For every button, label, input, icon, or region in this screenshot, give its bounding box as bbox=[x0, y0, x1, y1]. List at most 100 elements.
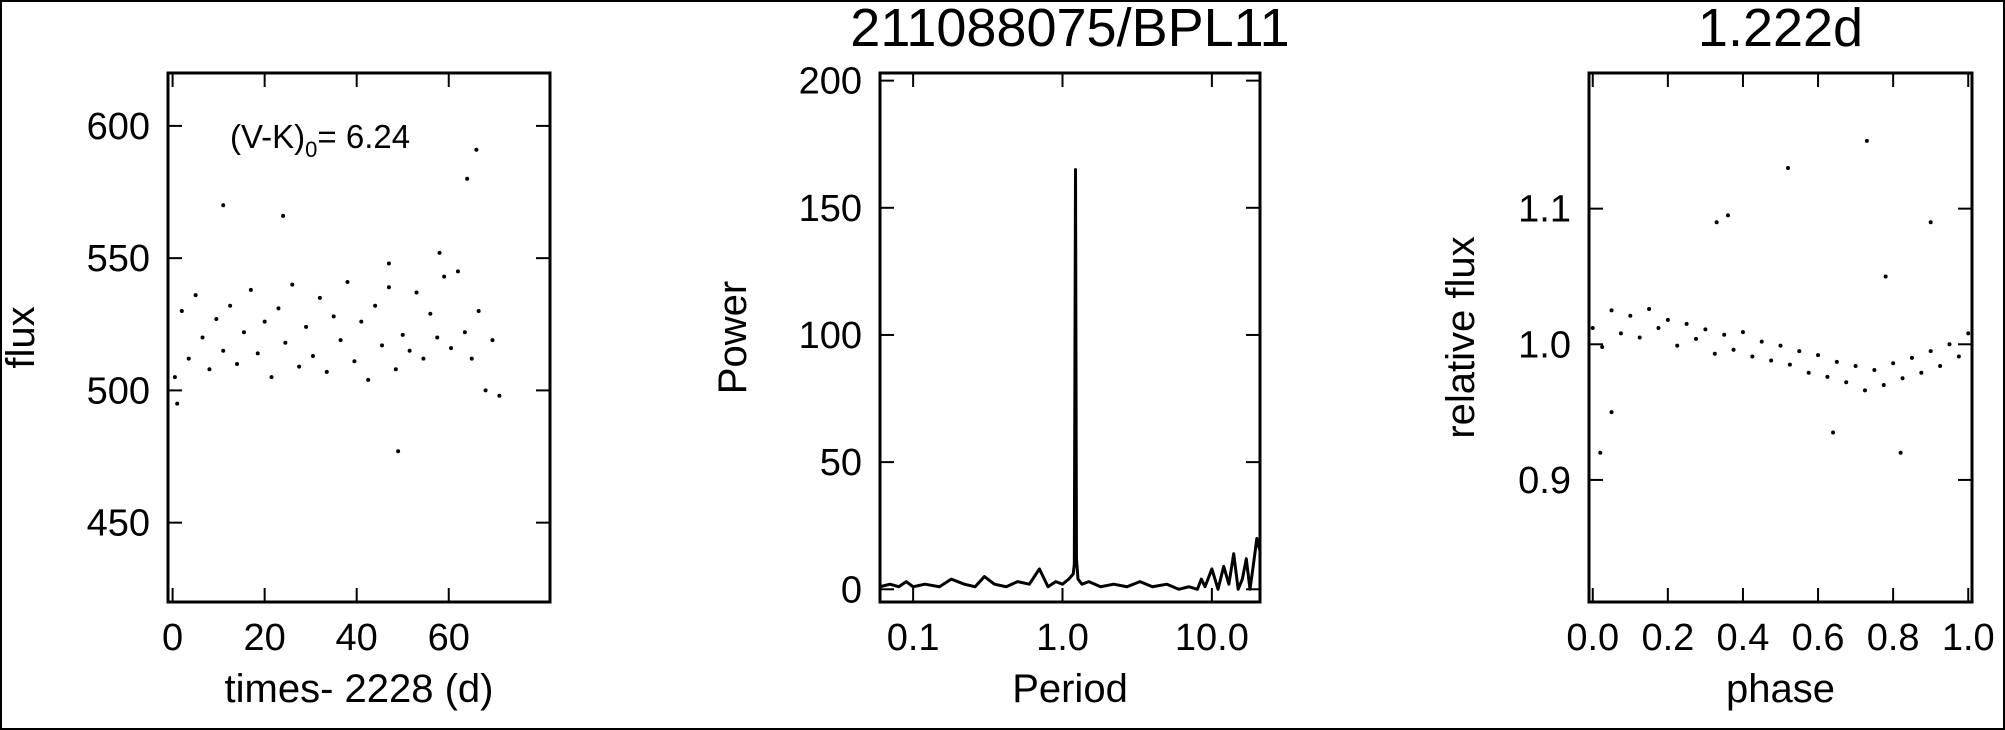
point bbox=[221, 348, 226, 353]
point bbox=[435, 335, 440, 340]
point bbox=[1618, 331, 1623, 336]
point bbox=[462, 330, 467, 335]
y-tick-label: 500 bbox=[87, 370, 150, 412]
point bbox=[297, 364, 302, 369]
point bbox=[193, 293, 198, 298]
point bbox=[1947, 342, 1952, 347]
panel-title: 1.222d bbox=[1698, 0, 1863, 58]
point bbox=[172, 375, 177, 380]
point bbox=[1637, 335, 1642, 340]
point bbox=[352, 359, 357, 364]
point bbox=[497, 393, 502, 398]
point bbox=[214, 316, 219, 321]
x-tick-label: 0.2 bbox=[1641, 617, 1694, 659]
plot-frame bbox=[1587, 71, 1974, 604]
point bbox=[1725, 213, 1730, 218]
point bbox=[380, 343, 385, 348]
point bbox=[1600, 344, 1605, 349]
point bbox=[200, 335, 205, 340]
point bbox=[1797, 349, 1802, 354]
point bbox=[221, 203, 226, 208]
panel: 0.0 0.2 0.4 0.6 0.8 1.0 0.9 1.0 1.1 1.222d phase re… bbox=[1439, 0, 1995, 711]
point bbox=[386, 261, 391, 266]
point bbox=[269, 375, 274, 380]
x-axis-title: Period bbox=[1012, 667, 1128, 711]
point bbox=[304, 324, 309, 329]
panel: 0 20 40 60 450 500 550 600 times- 2228 (d) flux (V… bbox=[0, 71, 552, 711]
point bbox=[1665, 317, 1670, 322]
annotation-value: = 6.24 bbox=[317, 118, 410, 155]
x-axis-title: phase bbox=[1726, 667, 1835, 711]
y-tick-label: 1.1 bbox=[1518, 189, 1571, 231]
point bbox=[1883, 274, 1888, 279]
point bbox=[1609, 308, 1614, 313]
point bbox=[255, 351, 260, 356]
point bbox=[1864, 138, 1869, 143]
y-tick-label: 450 bbox=[87, 503, 150, 545]
y-tick-label: 0 bbox=[841, 569, 862, 611]
point bbox=[476, 309, 481, 314]
point bbox=[1928, 349, 1933, 354]
point bbox=[1778, 343, 1783, 348]
x-axis-title: times- 2228 (d) bbox=[225, 667, 494, 711]
point bbox=[442, 274, 447, 279]
point bbox=[179, 309, 184, 314]
point bbox=[1862, 388, 1867, 393]
panel-title: 211088075/BPL11 bbox=[850, 0, 1289, 58]
point bbox=[1609, 410, 1614, 415]
point bbox=[393, 367, 398, 372]
y-tick-label: 100 bbox=[799, 315, 862, 357]
point bbox=[207, 367, 212, 372]
power-line bbox=[879, 168, 1262, 591]
y-tick-label: 1.0 bbox=[1518, 324, 1571, 366]
x-tick-label: 0.8 bbox=[1867, 617, 1920, 659]
point bbox=[1786, 165, 1791, 170]
point bbox=[1881, 382, 1886, 387]
point bbox=[407, 348, 412, 353]
point bbox=[490, 338, 495, 343]
point bbox=[1816, 353, 1821, 358]
annotation-subscript: 0 bbox=[305, 137, 317, 162]
plot-frame bbox=[166, 71, 552, 604]
point bbox=[1919, 370, 1924, 375]
point bbox=[400, 332, 405, 337]
point bbox=[1684, 321, 1689, 326]
y-axis-title: relative flux bbox=[1439, 236, 1483, 438]
x-tick-label: 20 bbox=[244, 617, 286, 659]
point bbox=[1956, 354, 1961, 359]
y-tick-label: 600 bbox=[87, 106, 150, 148]
point bbox=[1834, 359, 1839, 364]
point bbox=[331, 314, 336, 319]
point bbox=[1675, 343, 1680, 348]
x-tick-label: 60 bbox=[428, 617, 470, 659]
point bbox=[1872, 368, 1877, 373]
point bbox=[175, 401, 180, 406]
point bbox=[324, 369, 329, 374]
point bbox=[428, 311, 433, 316]
point bbox=[1590, 326, 1595, 331]
point bbox=[1740, 330, 1745, 335]
x-tick-label: 1.0 bbox=[1036, 617, 1089, 659]
point bbox=[317, 295, 322, 300]
point bbox=[310, 354, 315, 359]
point bbox=[1647, 307, 1652, 312]
point bbox=[1656, 326, 1661, 331]
point bbox=[1628, 313, 1633, 318]
point bbox=[1694, 336, 1699, 341]
x-tick-label: 0.1 bbox=[887, 617, 940, 659]
point bbox=[366, 377, 371, 382]
point bbox=[186, 356, 191, 361]
y-tick-label: 550 bbox=[87, 238, 150, 280]
x-tick-label: 10.0 bbox=[1175, 617, 1249, 659]
point bbox=[1712, 351, 1717, 356]
point bbox=[1787, 362, 1792, 367]
point bbox=[1966, 331, 1971, 336]
annotation-text: (V-K) bbox=[230, 118, 305, 155]
point bbox=[228, 303, 233, 308]
point bbox=[386, 285, 391, 290]
point bbox=[1909, 355, 1914, 360]
point bbox=[281, 213, 286, 218]
point bbox=[1806, 370, 1811, 375]
point bbox=[345, 279, 350, 284]
